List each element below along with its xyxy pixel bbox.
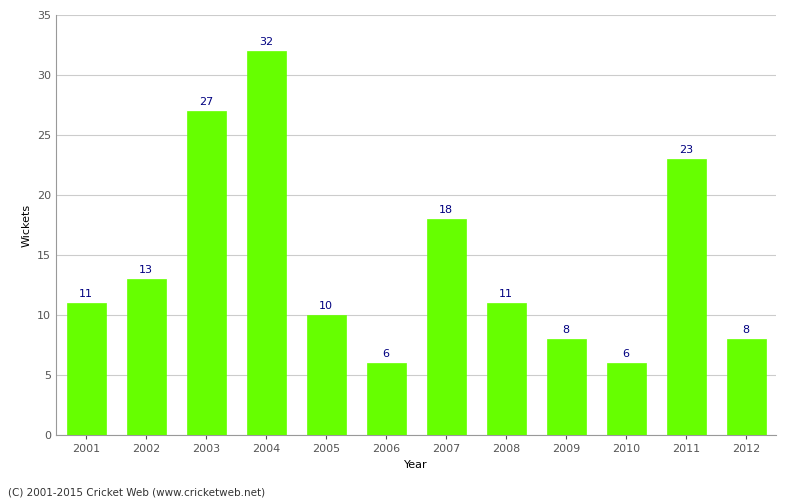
Bar <box>666 159 706 435</box>
Text: 18: 18 <box>439 206 453 216</box>
Text: 10: 10 <box>319 302 333 312</box>
Bar <box>66 303 106 435</box>
Bar <box>306 315 346 435</box>
Text: 32: 32 <box>259 38 273 48</box>
Bar <box>486 303 526 435</box>
Text: 6: 6 <box>382 350 390 360</box>
Bar <box>606 363 646 435</box>
Text: 8: 8 <box>742 326 750 336</box>
Y-axis label: Wickets: Wickets <box>22 204 31 246</box>
Text: (C) 2001-2015 Cricket Web (www.cricketweb.net): (C) 2001-2015 Cricket Web (www.cricketwe… <box>8 488 265 498</box>
X-axis label: Year: Year <box>404 460 428 469</box>
Bar <box>186 111 226 435</box>
Text: 6: 6 <box>622 350 630 360</box>
Text: 11: 11 <box>79 290 93 300</box>
Text: 13: 13 <box>139 266 153 276</box>
Text: 23: 23 <box>679 146 693 156</box>
Text: 11: 11 <box>499 290 513 300</box>
Bar <box>126 279 166 435</box>
Bar <box>546 339 586 435</box>
Text: 8: 8 <box>562 326 570 336</box>
Text: 27: 27 <box>199 98 213 108</box>
Bar <box>426 219 466 435</box>
Bar <box>366 363 406 435</box>
Bar <box>246 51 286 435</box>
Bar <box>726 339 766 435</box>
